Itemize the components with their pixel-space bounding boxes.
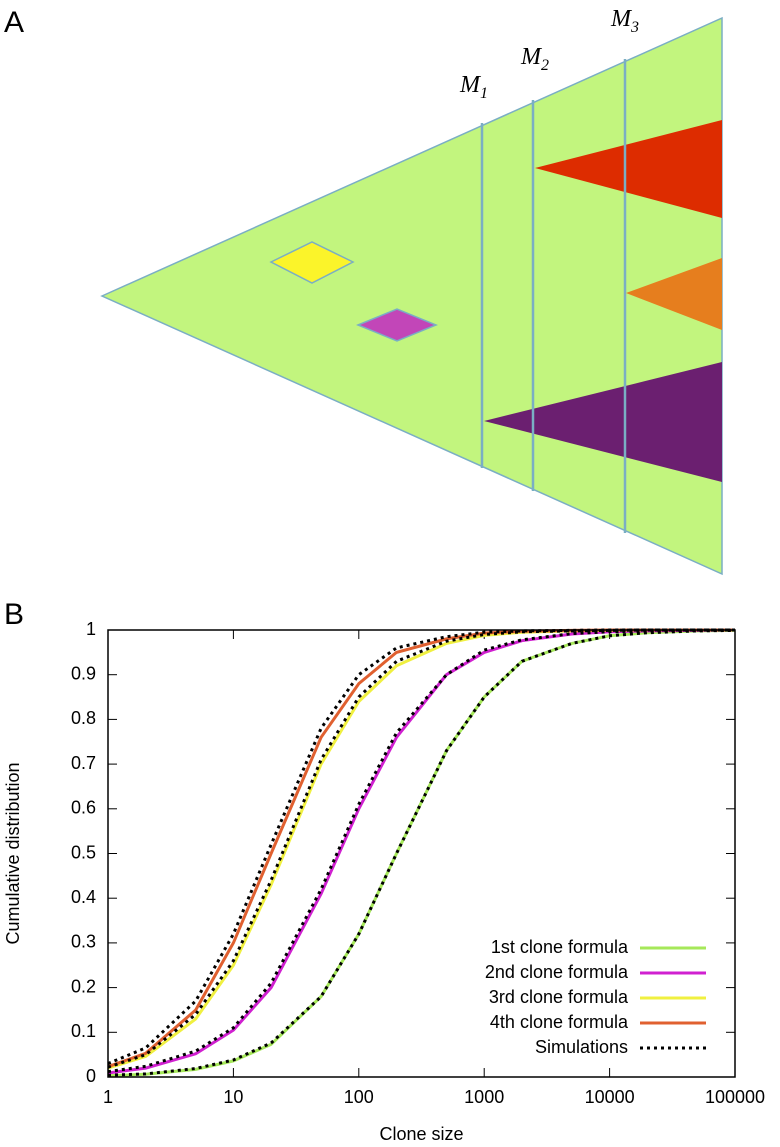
simulation-line xyxy=(107,628,735,1065)
simulation-line xyxy=(107,628,736,1077)
tissue-triangle xyxy=(100,16,723,576)
plot-frame xyxy=(107,629,736,1078)
x-axis-label: Clone size xyxy=(379,1124,463,1144)
y-tick-label: 0.2 xyxy=(71,976,96,996)
mutation-label: M2 xyxy=(520,44,549,74)
x-tick-label: 10000 xyxy=(585,1087,635,1107)
legend-label: 4th clone formula xyxy=(490,1012,629,1032)
label-sub: 3 xyxy=(630,19,639,36)
y-tick-label: 0.4 xyxy=(71,887,96,907)
x-tick-label: 100000 xyxy=(705,1087,765,1107)
legend-label: Simulations xyxy=(535,1037,628,1057)
label-main: M xyxy=(459,72,482,98)
panel-b: B 0 0.1 0.2 0.3 0.4 0.5 0.6 0.7 0.8 0.9 1 1 10 100 100… xyxy=(3,598,765,1144)
x-tick-label: 100 xyxy=(344,1087,374,1107)
label-sub: 2 xyxy=(541,57,549,74)
y-tick-label: 1 xyxy=(86,619,96,639)
y-tick-label: 0.7 xyxy=(71,753,96,773)
x-tick-label: 1 xyxy=(103,1087,113,1107)
y-tick-label: 0.3 xyxy=(71,932,96,952)
clone-purple xyxy=(484,362,722,482)
clone-red xyxy=(535,120,722,218)
y-tick-label: 0.1 xyxy=(71,1021,96,1041)
label-main: M xyxy=(520,44,543,70)
y-tick-label: 0 xyxy=(86,1066,96,1086)
legend-label: 3rd clone formula xyxy=(489,987,629,1007)
y-tick-label: 0.8 xyxy=(71,708,96,728)
y-tick-label: 0.5 xyxy=(71,842,96,862)
y-tick-label: 0.6 xyxy=(71,798,96,818)
mutation-label: M1 xyxy=(459,72,488,102)
x-tick-label: 10 xyxy=(223,1087,243,1107)
legend-label: 2nd clone formula xyxy=(485,962,629,982)
series-line xyxy=(107,628,735,1070)
mutation-label: M3 xyxy=(610,6,639,36)
legend-label: 1st clone formula xyxy=(491,937,629,957)
cell-yellow xyxy=(269,241,355,284)
panel-letter: A xyxy=(4,6,24,39)
label-main: M xyxy=(610,6,633,32)
cell-magenta xyxy=(356,308,438,342)
simulation-line xyxy=(107,628,736,1074)
label-sub: 1 xyxy=(480,85,488,102)
y-axis-label: Cumulative distribution xyxy=(3,762,23,944)
clone-orange xyxy=(626,258,722,330)
x-tick-label: 1000 xyxy=(464,1087,504,1107)
y-tick-label: 0.9 xyxy=(71,663,96,683)
series-line xyxy=(107,628,735,1069)
panel-letter: B xyxy=(4,598,24,631)
